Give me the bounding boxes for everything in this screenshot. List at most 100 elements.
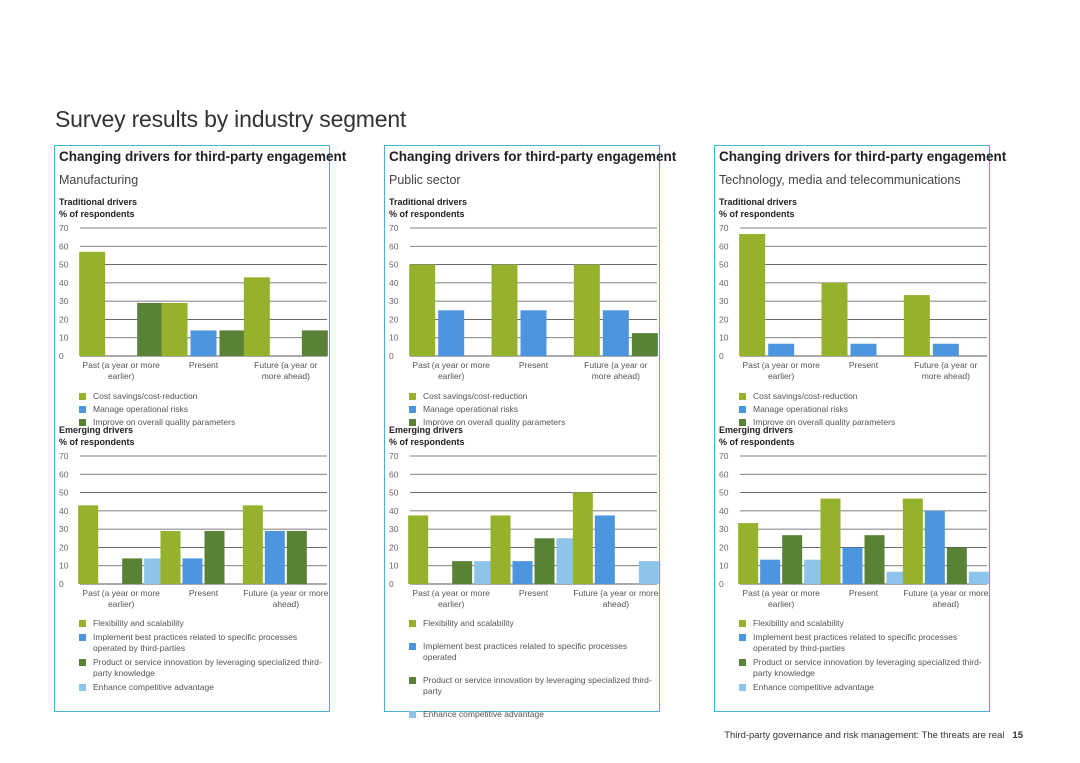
legend-label: Flexibility and scalability (423, 618, 514, 628)
bar (438, 310, 465, 356)
legend-label: Manage operational risks (93, 404, 188, 414)
bar (594, 515, 615, 584)
y-tick-label: 0 (59, 351, 64, 361)
x-tick-label: ahead) (933, 599, 960, 609)
legend-swatch (409, 419, 416, 426)
legend-label: Flexibility and scalability (753, 618, 844, 628)
bar (924, 510, 945, 584)
x-tick-label: Past (a year or more (412, 360, 490, 370)
legend-swatch (409, 406, 416, 413)
x-tick-label: Present (519, 588, 549, 598)
chart-title-text: Emerging drivers (59, 425, 134, 435)
bar (144, 558, 165, 584)
legend-label: Cost savings/cost-reduction (423, 391, 528, 401)
emerging-chart-title: Emerging drivers % of respondents (59, 424, 135, 448)
chart-y-unit: % of respondents (719, 209, 795, 219)
x-tick-label: ahead) (273, 599, 300, 609)
y-tick-label: 40 (719, 278, 729, 288)
x-tick-label: Future (a year or more (573, 588, 658, 598)
legend-item: Implement best practices related to spec… (409, 641, 655, 663)
chart-title-text: Emerging drivers (389, 425, 464, 435)
legend-label: Improve on overall quality parameters (93, 417, 236, 427)
bar (474, 561, 495, 584)
bar (160, 530, 181, 584)
legend-label: Enhance competitive advantage (423, 709, 544, 719)
chart-title-text: Traditional drivers (59, 197, 138, 207)
legend-swatch (409, 620, 416, 627)
x-tick-label: Past (a year or more (412, 588, 490, 598)
bar (520, 310, 547, 356)
bar (804, 559, 825, 584)
y-tick-label: 70 (59, 451, 69, 461)
legend-label: Product or service innovation by leverag… (753, 657, 982, 678)
y-tick-label: 40 (389, 278, 399, 288)
bar (491, 264, 518, 356)
legend-item: Implement best practices related to spec… (739, 632, 985, 654)
y-tick-label: 50 (719, 260, 729, 270)
bar (534, 538, 555, 584)
traditional-chart-title: Traditional drivers % of respondents (719, 196, 797, 220)
x-tick-label: Present (519, 360, 549, 370)
legend-swatch (739, 684, 746, 691)
legend-item: Product or service innovation by leverag… (739, 657, 985, 679)
chart-y-unit: % of respondents (389, 437, 465, 447)
y-tick-label: 20 (389, 314, 399, 324)
legend-manufacturing-traditional: Cost savings/cost-reduction Manage operat… (79, 391, 329, 430)
y-tick-label: 20 (389, 542, 399, 552)
bar (864, 535, 885, 584)
y-tick-label: 50 (59, 260, 69, 270)
legend-swatch (79, 684, 86, 691)
y-tick-label: 70 (719, 223, 729, 233)
bar (122, 558, 143, 584)
legend-label: Cost savings/cost-reduction (753, 391, 858, 401)
legend-item: Cost savings/cost-reduction (739, 391, 857, 402)
y-tick-label: 10 (59, 561, 69, 571)
bar (782, 535, 803, 584)
legend-swatch (739, 419, 746, 426)
y-tick-label: 10 (719, 333, 729, 343)
y-tick-label: 70 (389, 223, 399, 233)
chart-public-traditional: 0 10 20 30 40 50 60 70 Past (a year or moreearli… (389, 223, 658, 381)
panel-tmt: Changing drivers for third-party engagem… (714, 145, 1006, 712)
chart-y-unit: % of respondents (389, 209, 465, 219)
y-tick-label: 60 (59, 469, 69, 479)
bar (932, 343, 959, 356)
chart-tmt-traditional: 0 10 20 30 40 50 60 70 Past (a year or moreearli… (719, 223, 987, 381)
y-tick-label: 50 (389, 260, 399, 270)
panel-title: Changing drivers for third-party engagem… (719, 149, 1007, 164)
emerging-chart-title: Emerging drivers % of respondents (389, 424, 465, 448)
x-tick-label: earlier) (108, 599, 135, 609)
legend-swatch (79, 659, 86, 666)
bar (243, 277, 270, 356)
legend-swatch (79, 419, 86, 426)
legend-item: Flexibility and scalability (739, 618, 985, 629)
bar (842, 547, 863, 584)
bar (137, 302, 164, 356)
traditional-chart-title: Traditional drivers % of respondents (389, 196, 467, 220)
legend-item: Flexibility and scalability (409, 618, 655, 629)
x-tick-label: Future (a year or (584, 360, 647, 370)
y-tick-label: 40 (59, 506, 69, 516)
x-tick-label: Past (a year or more (742, 360, 820, 370)
bar (968, 571, 989, 584)
y-tick-label: 60 (389, 469, 399, 479)
legend-swatch (409, 393, 416, 400)
bar (738, 523, 759, 584)
legend-item: Cost savings/cost-reduction (79, 391, 197, 402)
chart-public-emerging: 0 10 20 30 40 50 60 70 Past (a year or moreearli… (389, 451, 659, 609)
legend-item: Manage operational risks (409, 404, 518, 415)
legend-swatch (79, 406, 86, 413)
page-number: 15 (1012, 730, 1023, 741)
y-tick-label: 10 (719, 561, 729, 571)
y-tick-label: 0 (389, 579, 394, 589)
legend-tmt-emerging: Flexibility and scalability Implement bes… (739, 618, 985, 696)
x-tick-label: Past (a year or more (82, 360, 160, 370)
bar (573, 264, 600, 356)
chart-y-unit: % of respondents (719, 437, 795, 447)
legend-swatch (79, 620, 86, 627)
bar (739, 234, 766, 356)
x-tick-label: Future (a year or more (243, 588, 328, 598)
bar (219, 330, 246, 356)
y-tick-label: 0 (719, 351, 724, 361)
y-tick-label: 40 (719, 506, 729, 516)
